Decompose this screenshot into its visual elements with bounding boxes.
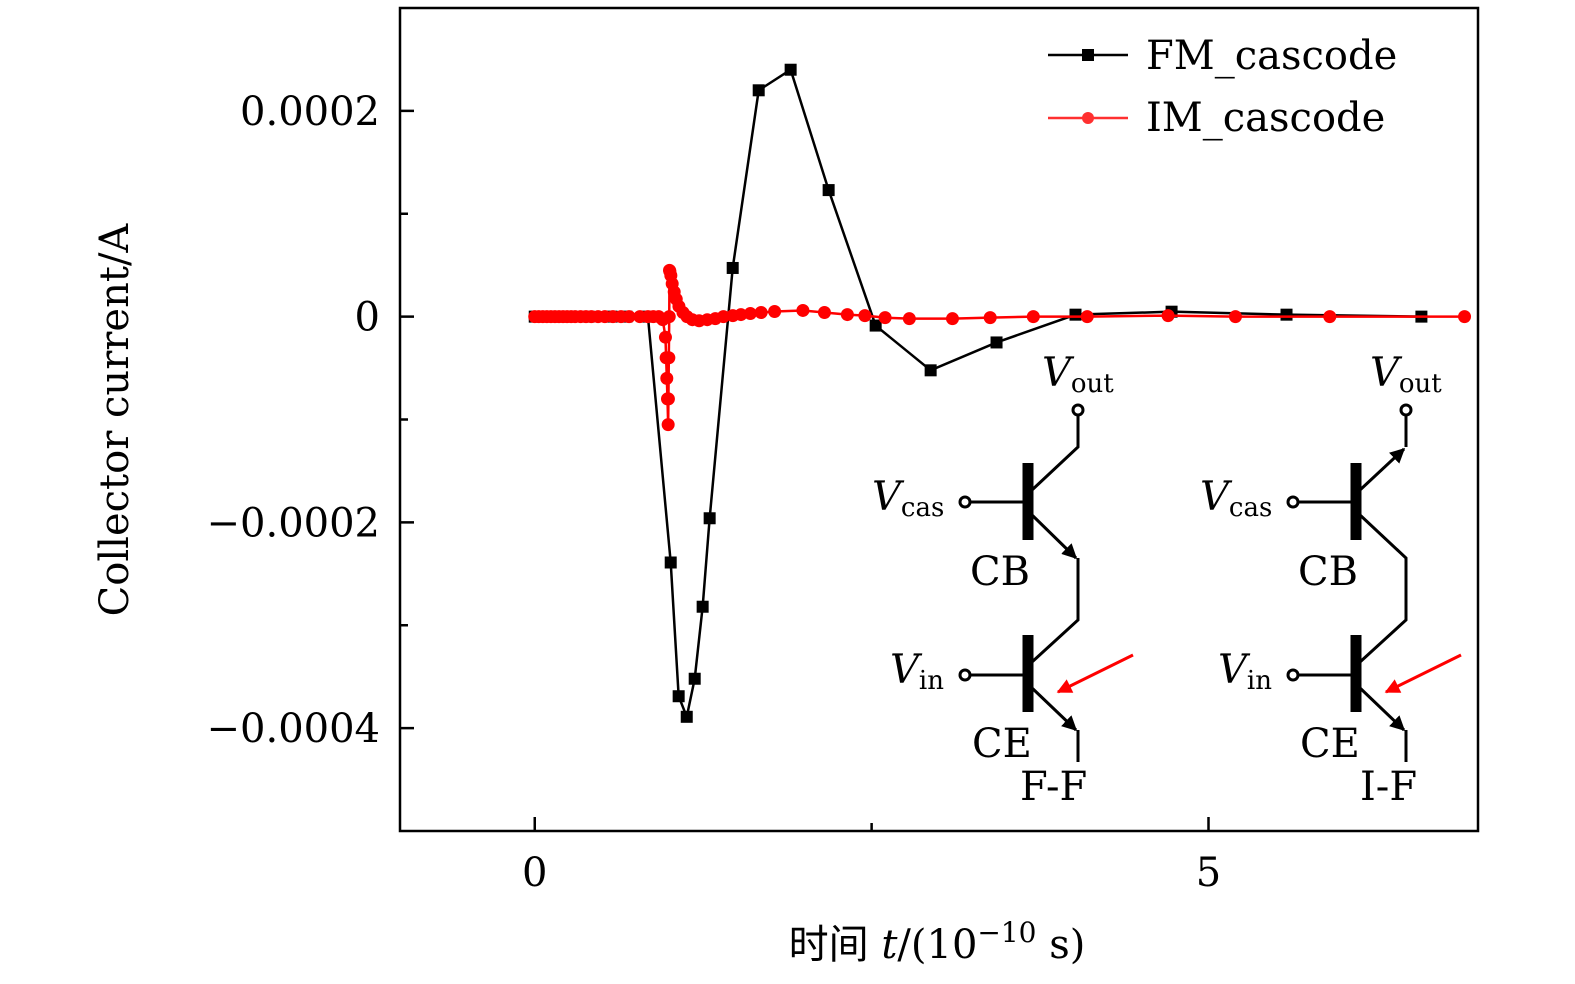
svg-text:I-F: I-F	[1360, 764, 1417, 810]
svg-text:Vout: Vout	[1370, 350, 1442, 399]
svg-text:CE: CE	[972, 721, 1032, 767]
svg-text:Vcas: Vcas	[872, 474, 944, 523]
data-point	[1080, 310, 1094, 324]
axis-ticks: 0 5 0.0002 0 −0.0002 −0.0004	[207, 89, 1222, 896]
data-point	[726, 261, 739, 274]
svg-text:F-F: F-F	[1020, 764, 1087, 810]
data-point	[924, 364, 937, 377]
data-point	[1228, 310, 1242, 324]
legend: FM_cascode IM_cascode	[1048, 33, 1397, 141]
data-point	[672, 690, 685, 703]
data-point	[869, 319, 882, 332]
data-point	[1069, 308, 1082, 321]
data-point	[688, 672, 701, 685]
data-point	[990, 336, 1003, 349]
x-tick-label: 0	[522, 850, 547, 896]
series-layer	[528, 63, 1472, 723]
legend-label-im: IM_cascode	[1146, 95, 1385, 141]
circuit-ff	[958, 403, 1134, 762]
data-point	[1458, 310, 1472, 324]
circuit-labels: Vout Vcas CB Vin CE F-F Vout Vcas CB Vin…	[872, 350, 1442, 810]
svg-text:CB: CB	[1298, 549, 1358, 595]
svg-text:Vcas: Vcas	[1200, 474, 1272, 523]
data-point	[661, 418, 675, 432]
series-IM_cascode	[528, 263, 1472, 432]
y-tick-label: −0.0004	[207, 706, 380, 752]
circuit-if	[1286, 403, 1462, 762]
x-axis-label: 时间 t/(10−10 s)	[789, 916, 1086, 968]
data-point	[754, 306, 768, 320]
data-point	[661, 392, 675, 406]
svg-text:Vin: Vin	[890, 647, 944, 696]
x-tick-label: 5	[1196, 850, 1221, 896]
data-point	[662, 310, 676, 324]
data-point	[858, 309, 872, 323]
data-point	[662, 351, 676, 365]
data-point	[784, 63, 797, 76]
data-point	[664, 556, 677, 569]
data-point	[696, 600, 709, 613]
svg-text:CB: CB	[970, 549, 1030, 595]
series-FM_cascode	[528, 63, 1428, 723]
y-tick-label: 0.0002	[240, 89, 380, 135]
data-point	[1161, 309, 1175, 323]
data-point	[734, 308, 748, 322]
data-point	[945, 312, 959, 326]
data-point	[1323, 310, 1337, 324]
data-point	[680, 710, 693, 723]
data-point	[743, 307, 757, 321]
y-axis-label: Collector current/A	[92, 223, 138, 617]
data-point	[768, 304, 782, 318]
data-point	[822, 184, 835, 197]
data-point	[622, 310, 636, 324]
data-point	[752, 84, 765, 97]
data-point	[796, 303, 810, 317]
data-point	[703, 512, 716, 525]
data-point	[660, 371, 674, 385]
svg-text:Vin: Vin	[1218, 647, 1272, 696]
y-tick-label: −0.0002	[207, 500, 380, 546]
y-tick-label: 0	[355, 295, 380, 341]
data-point	[658, 330, 672, 344]
legend-label-fm: FM_cascode	[1146, 33, 1397, 79]
legend-marker-square	[1082, 49, 1094, 61]
data-point	[840, 308, 854, 322]
data-point	[1280, 308, 1293, 321]
data-point	[716, 310, 730, 324]
data-point	[878, 311, 892, 325]
legend-marker-circle	[1082, 112, 1094, 124]
data-point	[902, 312, 916, 326]
svg-text:Vout: Vout	[1042, 350, 1114, 399]
data-point	[1026, 310, 1040, 324]
data-point	[983, 311, 997, 325]
data-point	[817, 306, 831, 320]
svg-text:CE: CE	[1300, 721, 1360, 767]
